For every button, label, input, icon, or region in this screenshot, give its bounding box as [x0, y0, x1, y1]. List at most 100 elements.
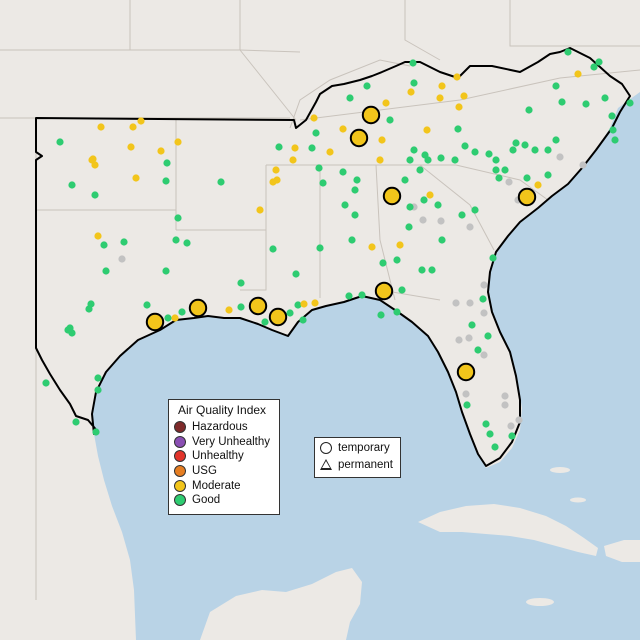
good-station-marker	[163, 159, 171, 167]
good-station-marker	[85, 305, 93, 313]
good-station-marker	[509, 146, 517, 154]
moderate-station-marker	[269, 178, 277, 186]
temporary-moderate-station-marker[interactable]	[248, 296, 268, 316]
legend-item-very-unhealthy: Very Unhealthy	[169, 435, 279, 450]
temporary-moderate-station-marker[interactable]	[382, 186, 402, 206]
no-data-station-marker	[419, 216, 427, 224]
good-station-marker	[315, 164, 323, 172]
good-station-marker	[484, 332, 492, 340]
good-station-marker	[531, 146, 539, 154]
good-station-marker	[471, 206, 479, 214]
good-station-marker	[294, 301, 302, 309]
good-station-marker	[508, 432, 516, 440]
good-station-marker	[409, 59, 417, 67]
shape-legend: temporary permanent	[314, 437, 401, 478]
moderate-station-marker	[256, 206, 264, 214]
good-station-marker	[471, 148, 479, 156]
no-data-station-marker	[465, 334, 473, 342]
no-data-station-marker	[118, 255, 126, 263]
legend-title: Air Quality Index	[178, 403, 267, 417]
good-station-marker	[406, 156, 414, 164]
good-station-marker	[434, 201, 442, 209]
moderate-station-marker	[137, 117, 145, 125]
temporary-moderate-station-marker[interactable]	[145, 312, 165, 332]
good-station-marker	[393, 308, 401, 316]
aqi-legend: Air Quality Index Hazardous Very Unhealt…	[168, 399, 280, 515]
temporary-moderate-station-marker[interactable]	[349, 128, 369, 148]
no-data-station-marker	[466, 223, 474, 231]
good-station-marker	[492, 156, 500, 164]
good-station-marker	[437, 154, 445, 162]
moderate-station-marker	[171, 314, 179, 322]
good-station-marker	[68, 181, 76, 189]
good-station-marker	[479, 295, 487, 303]
temporary-moderate-station-marker[interactable]	[361, 105, 381, 125]
moderate-station-marker	[310, 114, 318, 122]
good-station-marker	[316, 244, 324, 252]
good-station-marker	[611, 136, 619, 144]
no-data-station-marker	[480, 309, 488, 317]
good-station-marker	[489, 254, 497, 262]
temporary-moderate-station-marker[interactable]	[374, 281, 394, 301]
good-station-marker	[544, 171, 552, 179]
good-station-marker	[544, 146, 552, 154]
no-data-station-marker	[466, 299, 474, 307]
legend-item-good: Good	[169, 493, 279, 508]
moderate-station-marker	[300, 300, 308, 308]
moderate-station-marker	[423, 126, 431, 134]
no-data-station-marker	[579, 161, 587, 169]
good-station-marker	[608, 112, 616, 120]
good-station-marker	[286, 309, 294, 317]
good-station-marker	[353, 176, 361, 184]
temporary-moderate-station-marker[interactable]	[517, 187, 537, 207]
good-station-marker	[91, 191, 99, 199]
good-station-marker	[458, 211, 466, 219]
good-station-marker	[416, 166, 424, 174]
good-station-marker	[379, 259, 387, 267]
good-station-marker	[523, 174, 531, 182]
good-station-marker	[162, 267, 170, 275]
good-station-marker	[485, 150, 493, 158]
no-data-station-marker	[455, 336, 463, 344]
circle-icon	[320, 441, 332, 454]
moderate-station-marker	[272, 166, 280, 174]
good-station-marker	[406, 203, 414, 211]
good-station-marker	[595, 58, 603, 66]
good-station-marker	[482, 420, 490, 428]
good-station-marker	[339, 168, 347, 176]
legend-item-usg: USG	[169, 464, 279, 479]
good-station-marker	[261, 318, 269, 326]
legend-item-hazardous: Hazardous	[169, 420, 279, 435]
good-station-marker	[438, 236, 446, 244]
good-station-marker	[386, 116, 394, 124]
good-station-marker	[609, 126, 617, 134]
good-station-marker	[492, 166, 500, 174]
good-station-marker	[292, 270, 300, 278]
good-station-marker	[564, 48, 572, 56]
good-station-marker	[178, 308, 186, 316]
moderate-station-marker	[132, 174, 140, 182]
legend-item-moderate: Moderate	[169, 478, 279, 493]
good-station-marker	[463, 401, 471, 409]
temporary-moderate-station-marker[interactable]	[456, 362, 476, 382]
good-station-marker	[217, 178, 225, 186]
good-station-marker	[56, 138, 64, 146]
good-station-marker	[512, 139, 520, 147]
good-swatch	[174, 494, 186, 507]
good-station-marker	[183, 239, 191, 247]
good-station-marker	[401, 176, 409, 184]
moderate-station-marker	[382, 99, 390, 107]
legend-label: Moderate	[192, 479, 241, 492]
florida-land	[424, 300, 522, 468]
good-station-marker	[346, 94, 354, 102]
good-station-marker	[341, 201, 349, 209]
good-station-marker	[351, 211, 359, 219]
legend-item-permanent: permanent	[315, 457, 400, 472]
temporary-moderate-station-marker[interactable]	[188, 298, 208, 318]
good-station-marker	[308, 144, 316, 152]
very-unhealthy-swatch	[174, 435, 186, 448]
good-station-marker	[410, 146, 418, 154]
temporary-moderate-station-marker[interactable]	[268, 307, 288, 327]
